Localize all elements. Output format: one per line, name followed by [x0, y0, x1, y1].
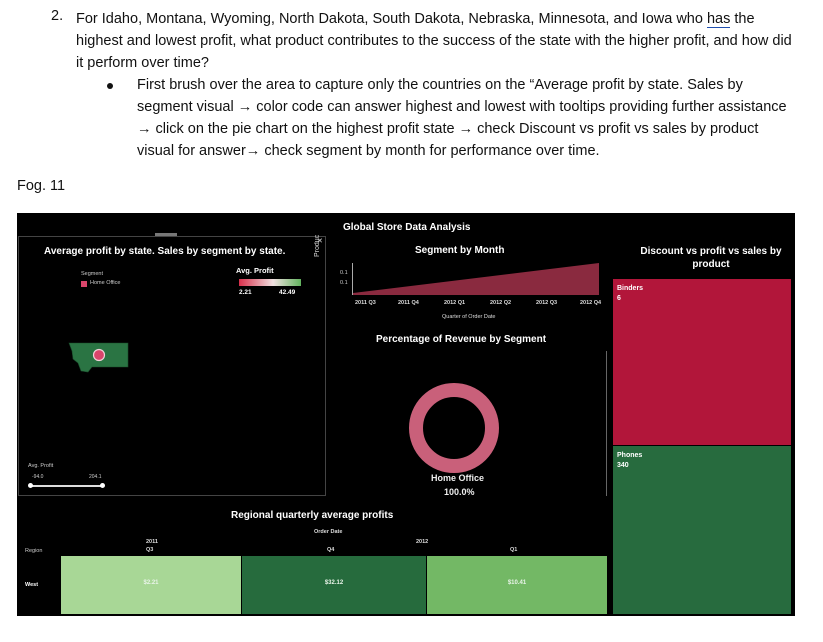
- segment-month-xtick: 2012 Q3: [536, 300, 558, 306]
- figure-label: Fog. 11: [17, 178, 66, 194]
- heat-cell-2011-q3[interactable]: $2.21: [61, 556, 241, 614]
- segment-month-title: Segment by Month: [415, 245, 505, 256]
- segment-month-xtick: 2012 Q1: [444, 300, 466, 306]
- segment-pie-marker-icon: [92, 348, 106, 362]
- close-icon[interactable]: ✕: [317, 238, 323, 245]
- segment-legend-title: Segment: [81, 271, 104, 277]
- drag-handle-icon[interactable]: [155, 233, 177, 236]
- map-panel-title: Average profit by state. Sales by segmen…: [44, 246, 286, 257]
- question-text-before: For Idaho, Montana, Wyoming, North Dakot…: [76, 11, 703, 27]
- segment-legend-swatch: [81, 281, 87, 287]
- heat-value-2011-q4: $32.12: [324, 580, 344, 586]
- profit-legend-min: 2.21: [239, 289, 252, 296]
- question-text: For Idaho, Montana, Wyoming, North Dakot…: [76, 8, 796, 74]
- segment-month-yaxis: [352, 263, 353, 295]
- regional-row-label: West: [25, 582, 39, 588]
- treemap-binders-name: Binders: [617, 285, 644, 292]
- regional-row-header: Region: [25, 548, 43, 554]
- segment-month-xlabel: Quarter of Order Date: [442, 314, 496, 320]
- segment-month-area[interactable]: [353, 261, 599, 295]
- treemap-cell-phones[interactable]: Phones 340: [613, 446, 791, 614]
- revenue-pie-percent: 100.0%: [444, 487, 475, 497]
- regional-quarter-2: Q1: [510, 547, 518, 553]
- regional-quarter-0: Q3: [146, 547, 154, 553]
- treemap-phones-value: 340: [617, 462, 629, 469]
- segment-month-ytick-2: 0.1: [340, 280, 348, 286]
- regional-year-2011: 2011: [146, 539, 158, 545]
- slider-title: Avg. Profit: [28, 463, 54, 469]
- treemap-binders-value: 6: [617, 295, 621, 302]
- profit-legend-max: 42.49: [279, 289, 296, 296]
- revenue-pie-title: Percentage of Revenue by Segment: [376, 334, 547, 345]
- underlined-word: has: [706, 11, 731, 28]
- segment-month-xtick: 2012 Q4: [580, 300, 602, 306]
- segment-legend-item[interactable]: Home Office: [90, 280, 121, 286]
- treemap-cell-binders[interactable]: Binders 6: [613, 279, 791, 445]
- montana-state-shape[interactable]: [68, 341, 130, 375]
- heat-value-2012-q1: $10.41: [507, 580, 527, 586]
- segment-month-xtick: 2012 Q2: [490, 300, 512, 306]
- dashboard: Average profit by state. Sales by segmen…: [17, 213, 795, 616]
- slider-min: -94.0: [32, 474, 44, 480]
- segment-month-xtick: 2011 Q3: [355, 300, 376, 306]
- profit-range-slider[interactable]: [30, 485, 103, 487]
- regional-header: Order Date: [314, 529, 343, 535]
- treemap-phones-name: Phones: [617, 452, 643, 459]
- treemap-title: Discount vs profit vs sales by product: [640, 246, 782, 270]
- regional-year-2012: 2012: [416, 539, 429, 545]
- question-number: 2.: [51, 8, 64, 24]
- slider-max: 204.1: [89, 474, 102, 480]
- question-text-after: the highest and lowest profit, what prod…: [76, 11, 792, 71]
- dashboard-title: Global Store Data Analysis: [343, 222, 471, 233]
- map-panel: [18, 236, 326, 496]
- bullet-dot-icon: [107, 83, 113, 89]
- heat-cell-2012-q1[interactable]: $10.41: [427, 556, 607, 614]
- heat-value-2011-q3: $2.21: [143, 580, 159, 586]
- slider-min-handle[interactable]: [28, 483, 33, 488]
- divider: [606, 351, 607, 496]
- profit-color-scale: [239, 279, 301, 286]
- heat-cell-2011-q4[interactable]: $32.12: [242, 556, 426, 614]
- segment-month-ytick-1: 0.1: [340, 270, 348, 276]
- segment-month-xtick: 2011 Q4: [398, 300, 419, 306]
- regional-title: Regional quarterly average profits: [231, 510, 394, 521]
- revenue-pie-segment: Home Office: [431, 473, 485, 483]
- regional-quarter-1: Q4: [327, 547, 335, 553]
- profit-legend-title: Avg. Profit: [236, 266, 274, 275]
- bullet-text: First brush over the area to capture onl…: [137, 77, 787, 159]
- slider-max-handle[interactable]: [100, 483, 105, 488]
- revenue-donut-chart[interactable]: [407, 381, 501, 475]
